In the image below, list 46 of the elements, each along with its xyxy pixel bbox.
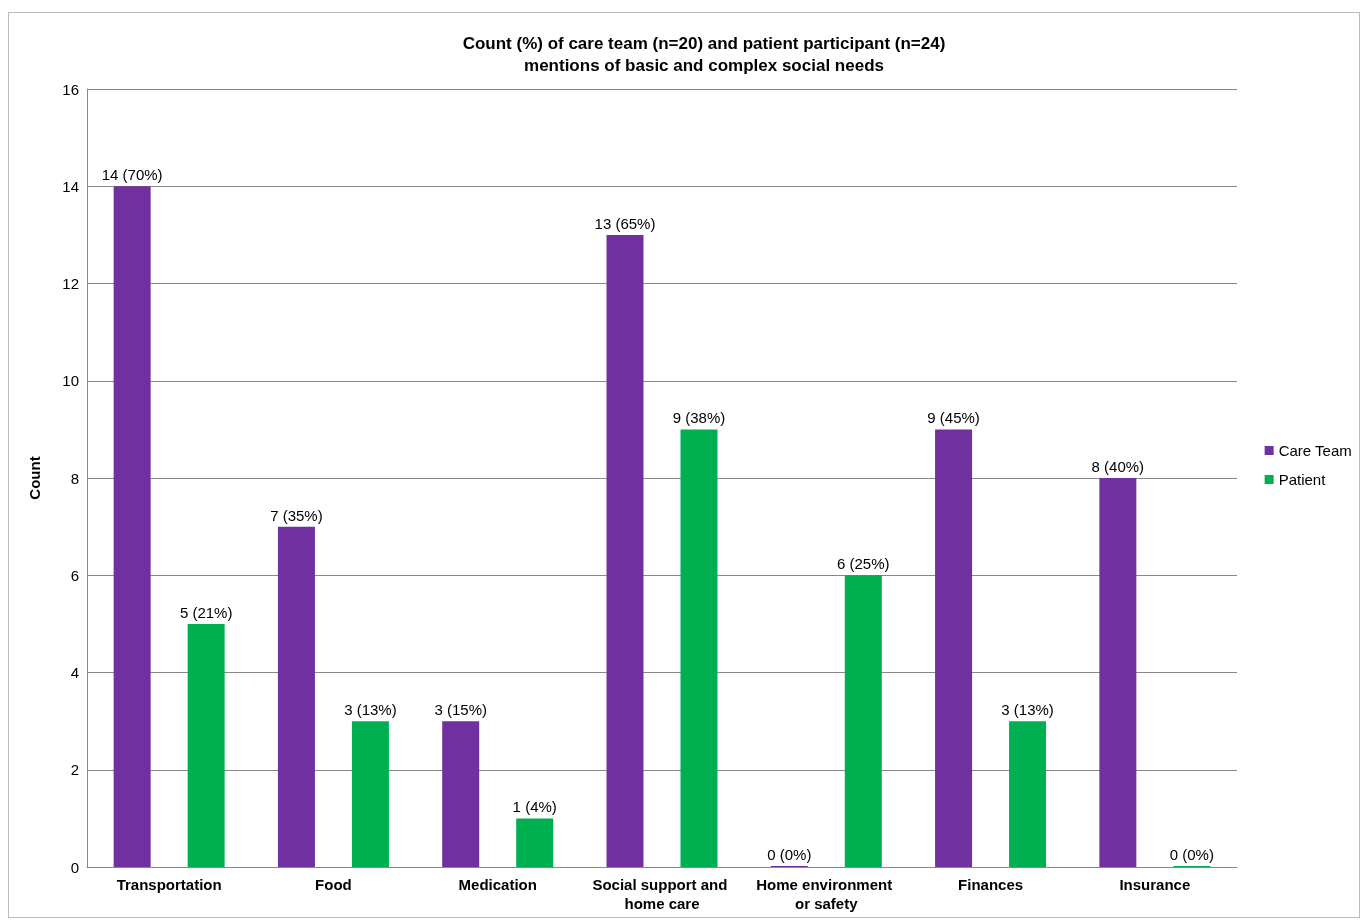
data-label: 9 (38%) xyxy=(672,409,726,427)
x-tick-label: Food xyxy=(315,876,352,893)
x-tick-label: Insurance xyxy=(1119,876,1191,893)
legend-label: Care Team xyxy=(1278,442,1352,459)
data-label: 14 (70%) xyxy=(101,166,163,184)
bar xyxy=(516,818,554,867)
bar xyxy=(935,429,973,867)
bar xyxy=(442,721,480,867)
y-tick-label: 16 xyxy=(62,80,79,98)
data-label: 3 (13%) xyxy=(1001,701,1054,719)
data-label: 9 (45%) xyxy=(927,409,980,427)
data-label: 3 (13%) xyxy=(344,701,397,719)
data-label: 0 (0%) xyxy=(767,846,812,863)
y-tick-label: 12 xyxy=(62,275,79,292)
bar xyxy=(113,186,151,867)
chart-title: Count (%) of care team (n=20) and patient participant (n=24) mentions of basic and complex social needs xyxy=(462,33,946,75)
y-tick-label: 4 xyxy=(70,664,79,681)
y-tick-label: 2 xyxy=(70,761,79,779)
x-tick-label: Finances xyxy=(958,876,1024,893)
bar xyxy=(277,526,315,867)
y-axis-title: Count xyxy=(26,456,43,500)
y-tick-label: 6 xyxy=(70,566,79,584)
y-tick-label: 14 xyxy=(62,177,79,195)
data-label: 3 (15%) xyxy=(434,701,487,719)
data-label: 5 (21%) xyxy=(179,603,233,621)
x-tick-label: Social support and home care xyxy=(592,876,732,912)
data-label: 0 (0%) xyxy=(1169,846,1214,863)
bar xyxy=(606,234,644,867)
x-tick-label: Transportation xyxy=(116,876,222,893)
data-label: 8 (40%) xyxy=(1091,458,1145,475)
y-tick-label: 8 xyxy=(70,469,79,487)
bar xyxy=(1009,721,1047,867)
data-label: 13 (65%) xyxy=(594,214,656,232)
data-label: 1 (4%) xyxy=(512,798,557,816)
data-label: 6 (25%) xyxy=(837,555,890,573)
data-label: 7 (35%) xyxy=(270,506,323,524)
bar xyxy=(351,721,389,867)
bar xyxy=(1099,478,1137,867)
y-tick-label: 0 xyxy=(70,858,79,876)
x-tick-label: Medication xyxy=(458,876,537,893)
bar xyxy=(187,623,225,867)
legend-label: Patient xyxy=(1278,471,1327,488)
y-tick-label: 10 xyxy=(62,372,79,390)
x-tick-label: Home environment or safety xyxy=(756,876,897,912)
bar xyxy=(680,429,718,867)
bar xyxy=(844,575,882,867)
